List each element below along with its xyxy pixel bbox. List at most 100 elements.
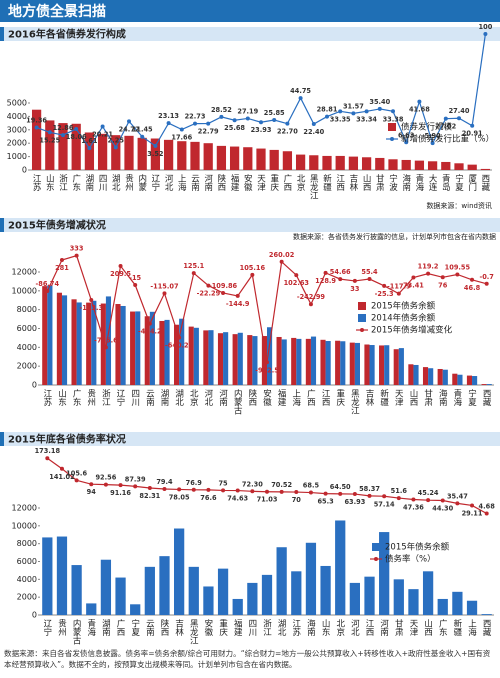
data-label: 19.36 — [26, 117, 47, 125]
data-label: 87.39 — [125, 475, 146, 483]
data-label: -755.6 — [94, 336, 118, 344]
x-tick-label: 江西 — [320, 389, 330, 407]
x-tick-label: 青海 — [86, 618, 96, 637]
point — [177, 487, 182, 492]
y-tick-label: 12000 — [12, 268, 37, 277]
x-tick-label: 广东 — [71, 173, 81, 191]
x-tick-label: 内蒙古 — [232, 388, 242, 415]
bar — [269, 149, 279, 170]
x-tick-label: 贵州 — [56, 618, 66, 636]
y-tick-label: 1000 — [7, 152, 27, 161]
data-label: -474.2 — [138, 328, 162, 336]
point — [457, 116, 461, 121]
bar — [193, 327, 199, 385]
source: 数据来源：wind资讯 — [426, 201, 492, 210]
x-tick-label: 海南 — [437, 388, 447, 406]
point — [162, 486, 167, 491]
data-label: 25.85 — [264, 109, 285, 117]
point — [206, 487, 211, 492]
bar — [335, 155, 345, 170]
point — [352, 492, 357, 497]
data-label: 73.41 — [403, 282, 424, 290]
y-tick-label: 8000 — [17, 305, 37, 314]
bar — [130, 604, 141, 615]
x-tick-label: 黑龙江 — [308, 174, 318, 200]
x-tick-label: 江苏 — [31, 174, 41, 192]
x-tick-label: 福建 — [229, 173, 239, 192]
data-label: 4.68 — [479, 502, 496, 510]
data-label: 91.16 — [110, 489, 131, 497]
data-label: 51.6 — [391, 487, 408, 495]
bar — [261, 336, 267, 385]
point — [382, 283, 387, 288]
bar — [45, 120, 55, 170]
point — [219, 114, 224, 119]
bar — [276, 547, 287, 615]
point — [191, 487, 196, 492]
bar — [76, 302, 82, 385]
bar — [229, 146, 240, 170]
point — [206, 121, 211, 126]
legend-swatch — [390, 137, 394, 141]
bar — [111, 135, 121, 170]
bar — [174, 324, 180, 385]
y-tick-label: 5000 — [7, 99, 27, 108]
point — [455, 272, 460, 277]
bar — [454, 163, 464, 170]
data-label: 44.75 — [290, 87, 311, 95]
bar — [217, 568, 229, 615]
data-label: 76 — [438, 281, 448, 289]
point — [470, 123, 475, 128]
data-label: 29.11 — [462, 509, 483, 517]
data-label: 31.57 — [343, 102, 364, 110]
section-tab — [0, 27, 4, 41]
bar — [375, 157, 385, 170]
point — [118, 483, 123, 488]
bar — [237, 332, 243, 385]
x-tick-label: 云南 — [144, 619, 154, 636]
x-tick-label: 宁夏 — [130, 618, 140, 636]
bar — [320, 565, 331, 615]
x-tick-label: 北京 — [335, 619, 345, 637]
bar — [401, 159, 411, 170]
bar — [310, 336, 317, 385]
infographic: 地方债全景扫描 2016年各省债券发行构成 数据来源：wind资讯 2015年债… — [0, 0, 500, 645]
point — [294, 490, 299, 495]
point — [470, 503, 475, 508]
point — [382, 494, 387, 499]
bar — [413, 364, 419, 385]
x-tick-label: 吉林 — [364, 389, 374, 407]
data-label: -193.3 — [79, 304, 103, 312]
bar — [223, 332, 229, 385]
data-label: 102.63 — [284, 279, 310, 287]
bar — [42, 286, 48, 385]
x-tick-label: 江西 — [364, 619, 374, 637]
bar — [422, 367, 429, 385]
data-label: 70 — [292, 496, 302, 504]
point — [308, 490, 313, 495]
section-tab — [0, 218, 4, 232]
x-tick-label: 新疆 — [452, 618, 462, 637]
data-label: 119.2 — [418, 263, 439, 271]
x-tick-label: 青海 — [452, 388, 462, 407]
bar — [203, 586, 214, 615]
bar — [115, 304, 121, 385]
bar — [354, 342, 360, 385]
point — [396, 291, 401, 296]
bar — [71, 123, 81, 170]
point — [285, 121, 290, 126]
data-label: 3.52 — [147, 150, 164, 158]
x-tick-label: 湖北 — [110, 174, 120, 192]
point — [323, 270, 328, 275]
data-label: 209.5 — [110, 270, 131, 278]
legend-swatch — [374, 557, 378, 561]
point — [265, 360, 269, 365]
point — [411, 275, 416, 280]
point — [89, 298, 94, 303]
y-tick-label: 0 — [32, 611, 37, 620]
point — [483, 32, 488, 36]
x-tick-label: 西藏 — [481, 619, 491, 637]
legend-label: 2014年债务余额 — [371, 313, 436, 324]
x-tick-label: 安徽 — [203, 618, 213, 637]
